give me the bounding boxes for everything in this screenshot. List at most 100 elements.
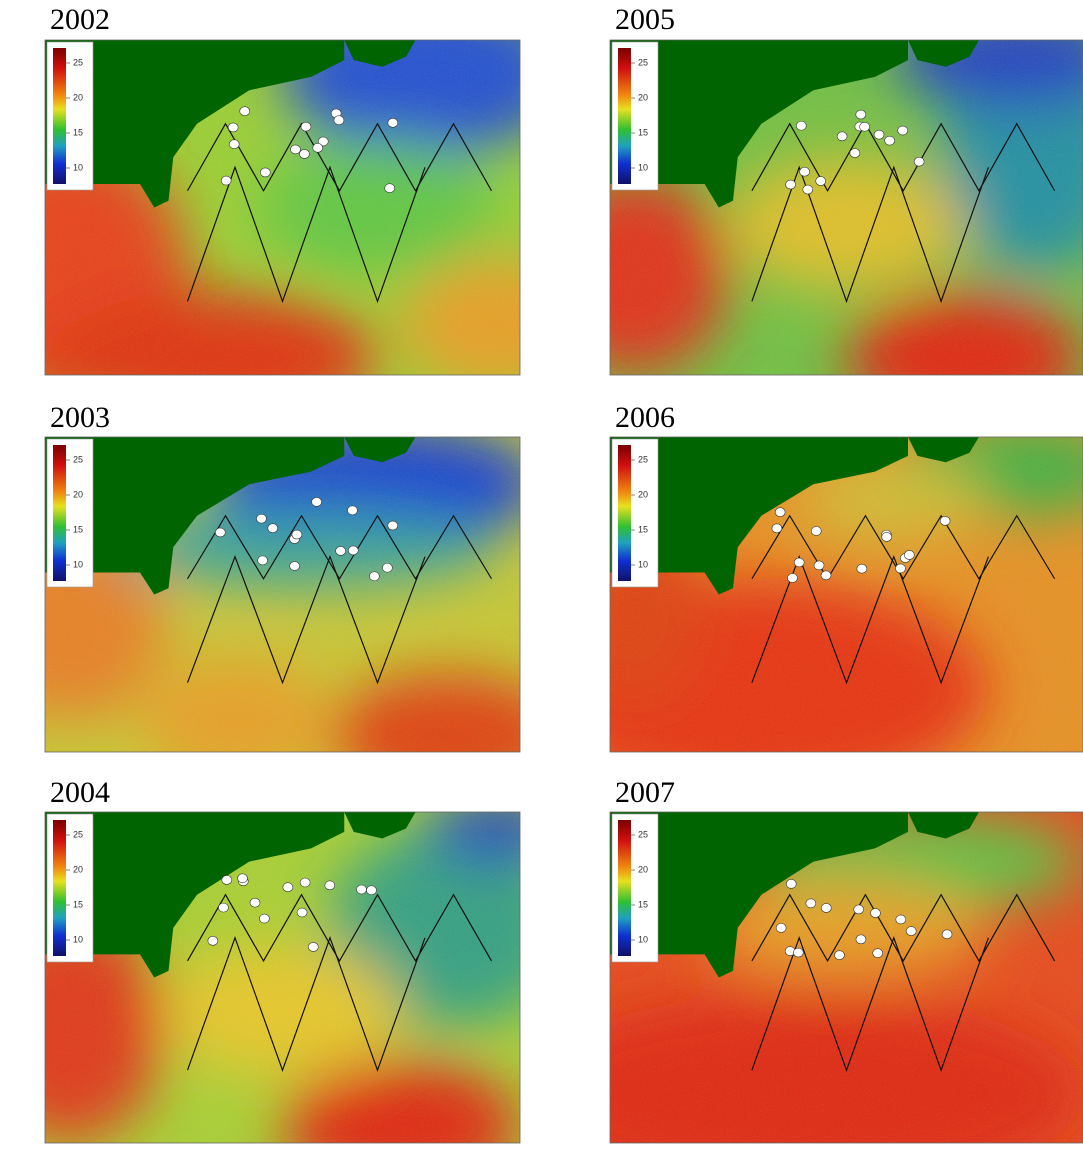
station: [249, 897, 261, 908]
station: [312, 143, 324, 153]
station: [820, 570, 832, 581]
colorbar-label: 20: [73, 489, 83, 499]
station: [256, 513, 267, 524]
cruise-track: [751, 893, 1056, 963]
station: [884, 135, 895, 146]
colorbar-label: 25: [73, 829, 83, 839]
cruise-track: [186, 165, 426, 304]
colorbar-label: 10: [638, 162, 648, 172]
map-panel: 2003 25 20 15 10: [44, 401, 521, 753]
station: [787, 573, 798, 583]
colorbar-label: 20: [73, 92, 83, 102]
station: [369, 571, 380, 582]
map-panel: 2007 25 20 15 10: [609, 776, 1083, 1144]
panel-title: 2004: [50, 776, 110, 809]
colorbar-label: 15: [73, 524, 83, 534]
station: [299, 877, 311, 888]
station: [356, 884, 367, 895]
colorbar-label: 15: [73, 899, 83, 909]
station: [228, 139, 240, 150]
station: [853, 904, 865, 915]
station: [347, 505, 358, 516]
land: [610, 437, 908, 595]
station: [218, 902, 229, 913]
map-area: [45, 40, 520, 375]
land: [45, 437, 345, 595]
station: [793, 557, 805, 568]
colorbar-label: 25: [638, 829, 648, 839]
station: [308, 942, 319, 952]
colorbar-label: 20: [638, 92, 648, 102]
colorbar: [618, 48, 631, 184]
cruise-track: [186, 893, 493, 963]
station: [813, 560, 825, 571]
cruise-track: [751, 122, 1056, 192]
colorbar: [53, 820, 66, 956]
colorbar-label: 25: [638, 57, 648, 67]
station: [237, 873, 248, 884]
station: [820, 903, 832, 913]
map-area: [610, 812, 1083, 1143]
station: [849, 148, 861, 158]
map-panel: 2006 25 20 15 10: [609, 401, 1083, 753]
map-frame: [609, 39, 1083, 376]
station: [317, 136, 329, 147]
station: [282, 882, 294, 893]
panel-title: 2006: [615, 401, 675, 434]
station: [855, 934, 867, 945]
island: [907, 437, 979, 463]
station: [300, 121, 312, 132]
station: [856, 563, 868, 574]
colorbar: [618, 445, 631, 581]
station: [220, 175, 232, 186]
station: [259, 167, 271, 178]
colorbar-label: 15: [638, 899, 648, 909]
colorbar-label: 20: [638, 864, 648, 874]
station: [387, 520, 399, 531]
station: [870, 908, 881, 918]
colorbar-label: 20: [73, 864, 83, 874]
map-panel: 2002 25 20 15 10: [44, 3, 521, 376]
station: [259, 913, 270, 924]
land: [610, 812, 908, 978]
station: [267, 523, 279, 533]
station: [227, 122, 239, 133]
station: [215, 527, 226, 538]
station: [785, 179, 796, 190]
panel-title: 2002: [50, 3, 110, 36]
station: [257, 555, 268, 566]
station: [239, 106, 251, 116]
island: [907, 812, 979, 839]
station: [805, 898, 817, 909]
station: [834, 950, 845, 960]
map-frame: [609, 436, 1083, 753]
station: [347, 545, 359, 556]
station: [387, 118, 399, 128]
station: [775, 923, 787, 933]
station: [366, 885, 377, 896]
station: [785, 879, 797, 889]
map-panel: 2004 25 20 15 10: [44, 776, 521, 1144]
station: [895, 914, 907, 925]
station: [793, 947, 804, 958]
land: [610, 40, 908, 208]
map-area: [45, 812, 520, 1143]
colorbar-label: 10: [638, 934, 648, 944]
island: [344, 437, 416, 463]
colorbar: [53, 445, 66, 581]
colorbar-label: 15: [638, 127, 648, 137]
station: [382, 562, 393, 573]
station: [895, 563, 906, 574]
land: [45, 812, 345, 978]
colorbar-label: 15: [73, 127, 83, 137]
colorbar-label: 10: [73, 934, 83, 944]
station: [311, 497, 322, 507]
station: [221, 875, 233, 885]
colorbar-label: 10: [73, 559, 83, 569]
island: [907, 40, 979, 67]
station: [855, 109, 867, 120]
cruise-track: [186, 514, 493, 580]
map-panel: 2005 25 20 15 10: [609, 3, 1083, 376]
station: [291, 529, 303, 540]
